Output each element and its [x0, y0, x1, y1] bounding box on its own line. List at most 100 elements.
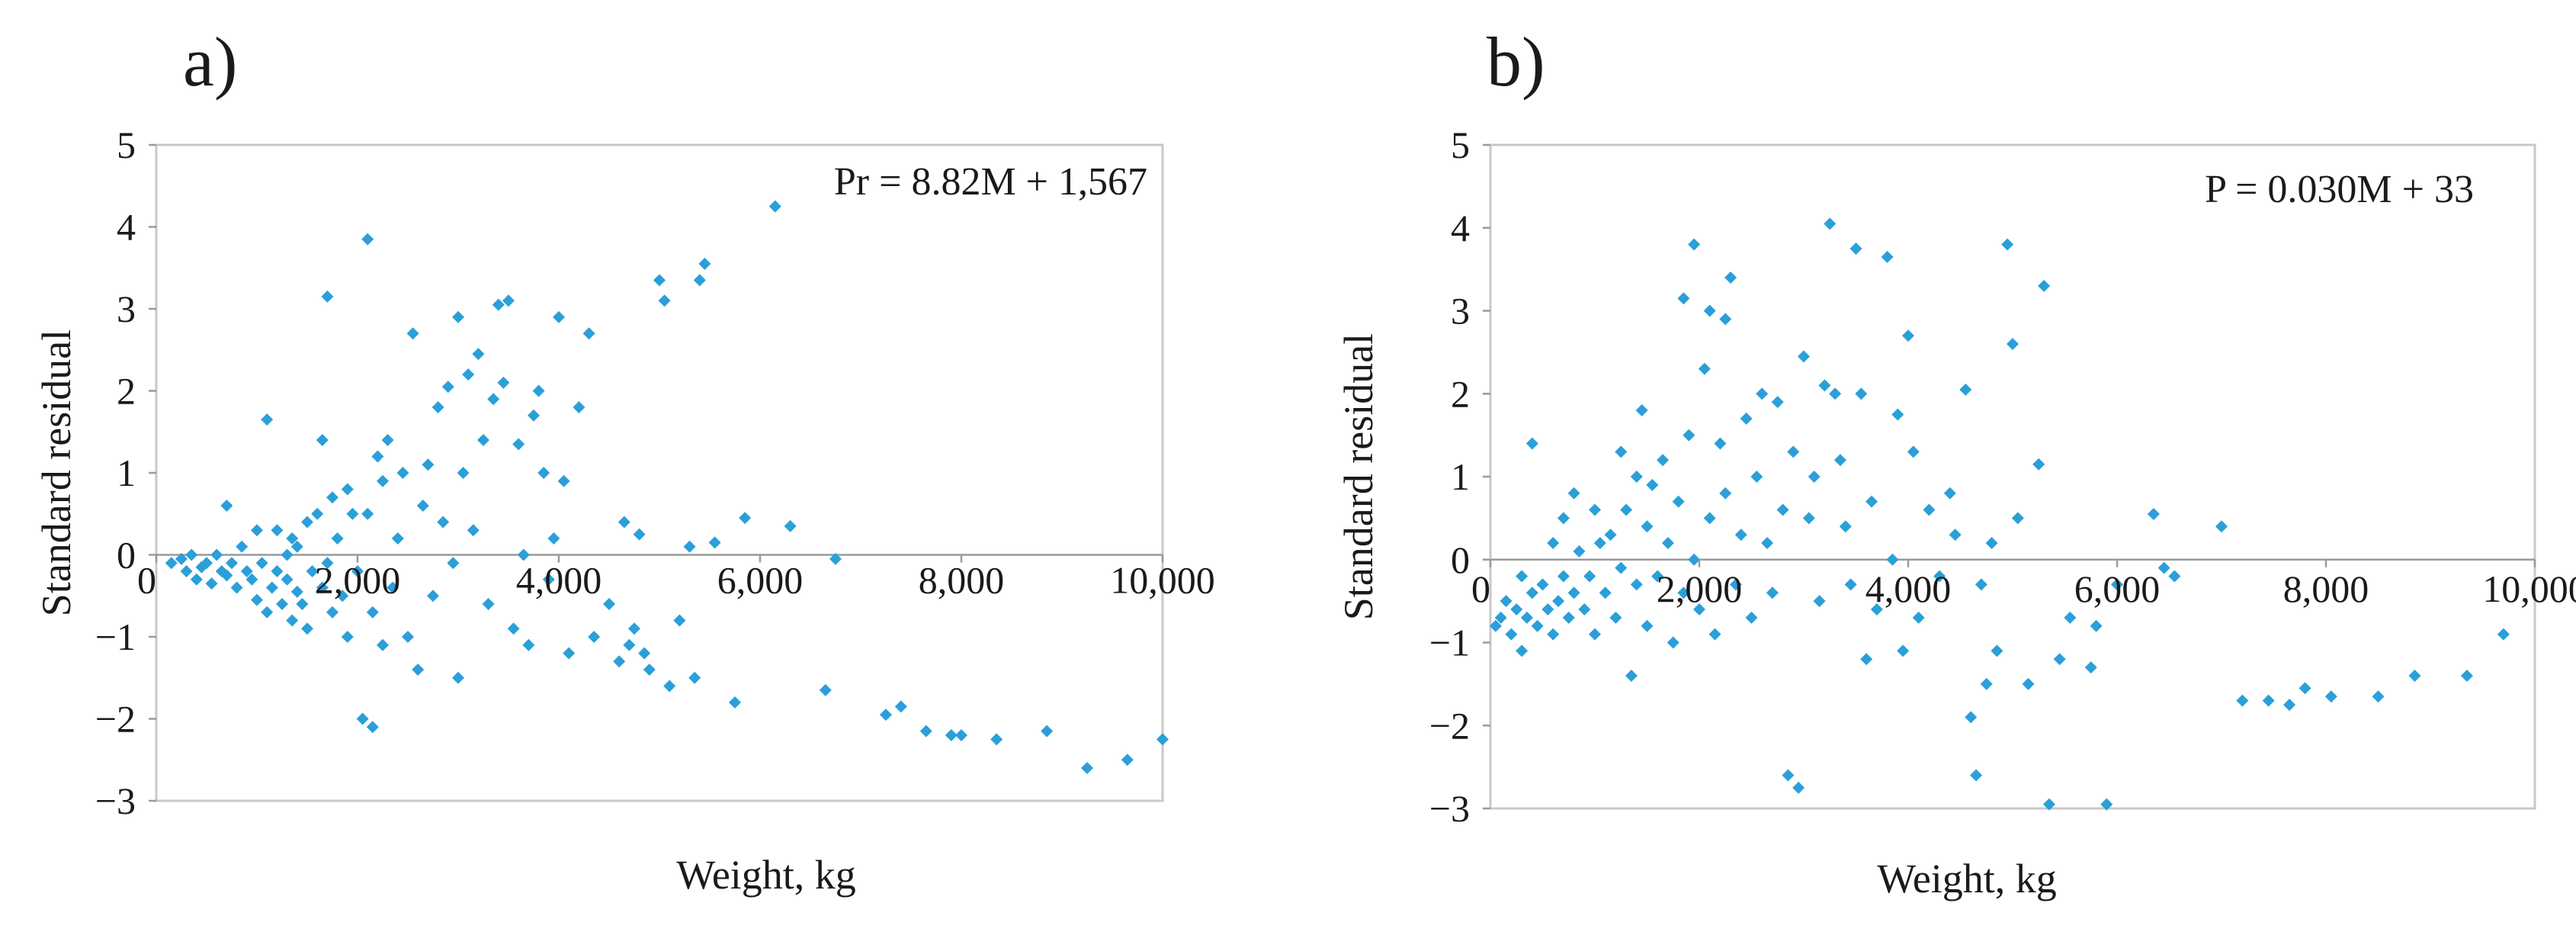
data-point-b: [1881, 250, 1894, 263]
panel-a: a) Pr = 8.82M + 1,567 Weight, kg Standar…: [34, 23, 1215, 898]
data-point-b: [2042, 798, 2055, 811]
data-point-b: [1589, 628, 1601, 641]
data-point-a: [553, 310, 565, 323]
data-point-a: [351, 565, 364, 577]
data-point-b: [2053, 653, 2066, 666]
x-axis-title-b: Weight, kg: [1877, 856, 2057, 901]
data-point-b: [1902, 329, 1914, 342]
data-point-b: [2215, 520, 2228, 533]
data-point-b: [1641, 520, 1654, 533]
data-point-a: [396, 467, 409, 479]
data-point-b: [1567, 587, 1580, 599]
data-point-b: [1525, 437, 1538, 450]
data-point-a: [290, 540, 303, 553]
data-point-a: [361, 233, 374, 246]
data-point-a: [286, 614, 299, 627]
data-point-a: [507, 622, 520, 635]
data-point-b: [1792, 781, 1805, 794]
data-point-b: [1698, 362, 1711, 375]
data-point-a: [663, 680, 676, 693]
data-point-b: [1824, 217, 1837, 230]
x-tick-label-a: 2,000: [315, 559, 401, 602]
data-point-b: [2299, 682, 2311, 695]
data-point-a: [628, 622, 640, 635]
data-point-a: [517, 548, 530, 561]
data-point-a: [286, 532, 299, 545]
x-tick-label-a: 8,000: [919, 559, 1005, 602]
data-point-a: [371, 450, 384, 463]
data-point-b: [1891, 408, 1904, 421]
data-point-a: [603, 598, 615, 610]
data-point-a: [261, 413, 274, 426]
data-point-a: [316, 581, 329, 594]
data-point-a: [452, 310, 464, 323]
data-point-b: [2372, 690, 2385, 703]
y-tick-label-a: 1: [117, 452, 136, 494]
data-point-b: [2038, 279, 2051, 292]
data-point-b: [1677, 292, 1690, 305]
data-point-b: [1510, 603, 1523, 615]
data-point-a: [316, 434, 329, 446]
data-point-a: [185, 548, 198, 561]
data-point-a: [547, 532, 560, 545]
y-tick-label-b: 4: [1451, 207, 1470, 249]
data-point-a: [200, 557, 213, 570]
data-point-a: [512, 438, 525, 451]
data-point-a: [361, 507, 374, 520]
data-point-a: [688, 671, 701, 684]
data-point-b: [1688, 238, 1701, 251]
panel-label-b: b): [1487, 23, 1545, 101]
data-point-a: [281, 573, 294, 586]
data-point-b: [1745, 611, 1758, 624]
data-point-a: [301, 516, 313, 529]
data-point-b: [1593, 537, 1606, 549]
data-point-a: [210, 548, 223, 561]
data-point-b: [2262, 694, 2275, 707]
data-point-a: [391, 532, 404, 545]
data-point-b: [1870, 603, 1883, 615]
y-tick-label-a: 3: [117, 288, 136, 330]
data-point-b: [1630, 471, 1643, 483]
data-point-b: [1657, 454, 1670, 467]
data-point-a: [582, 327, 595, 340]
data-point-b: [1641, 619, 1654, 632]
data-point-a: [220, 569, 233, 582]
data-point-b: [1693, 603, 1705, 615]
data-point-a: [829, 552, 842, 565]
y-tick-label-b: 3: [1451, 290, 1470, 333]
data-point-a: [477, 434, 489, 446]
data-point-a: [708, 536, 721, 549]
data-point-a: [205, 577, 218, 590]
data-point-a: [281, 548, 294, 561]
y-tick-label-a: 4: [117, 206, 136, 249]
data-point-b: [1661, 537, 1674, 549]
data-point-a: [341, 483, 354, 496]
data-point-a: [613, 655, 626, 668]
data-point-a: [497, 376, 510, 389]
data-point-a: [618, 516, 630, 529]
data-point-a: [673, 614, 686, 627]
data-point-a: [880, 709, 892, 721]
data-point-a: [638, 647, 651, 660]
data-point-a: [276, 598, 288, 610]
x-tick-label-b: 6,000: [2074, 567, 2161, 610]
data-point-b: [2408, 670, 2421, 682]
data-point-a: [251, 593, 263, 606]
data-point-a: [452, 671, 464, 684]
data-point-b: [1923, 503, 1936, 516]
y-tick-label-a: −1: [95, 615, 136, 658]
data-point-b: [1965, 711, 1978, 724]
data-point-a: [437, 516, 450, 529]
data-point-a: [271, 524, 284, 537]
data-point-b: [1703, 304, 1716, 317]
data-point-b: [1740, 412, 1753, 425]
data-point-a: [251, 524, 263, 537]
data-point-a: [240, 565, 253, 577]
y-axis-title-a: Standard residual: [34, 329, 79, 616]
data-point-b: [1855, 387, 1868, 400]
data-point-b: [1719, 487, 1732, 500]
equation-label-b: P = 0.030M + 33: [2205, 168, 2474, 211]
data-point-a: [623, 638, 636, 651]
data-point-b: [2007, 338, 2019, 350]
data-point-b: [1583, 570, 1596, 583]
